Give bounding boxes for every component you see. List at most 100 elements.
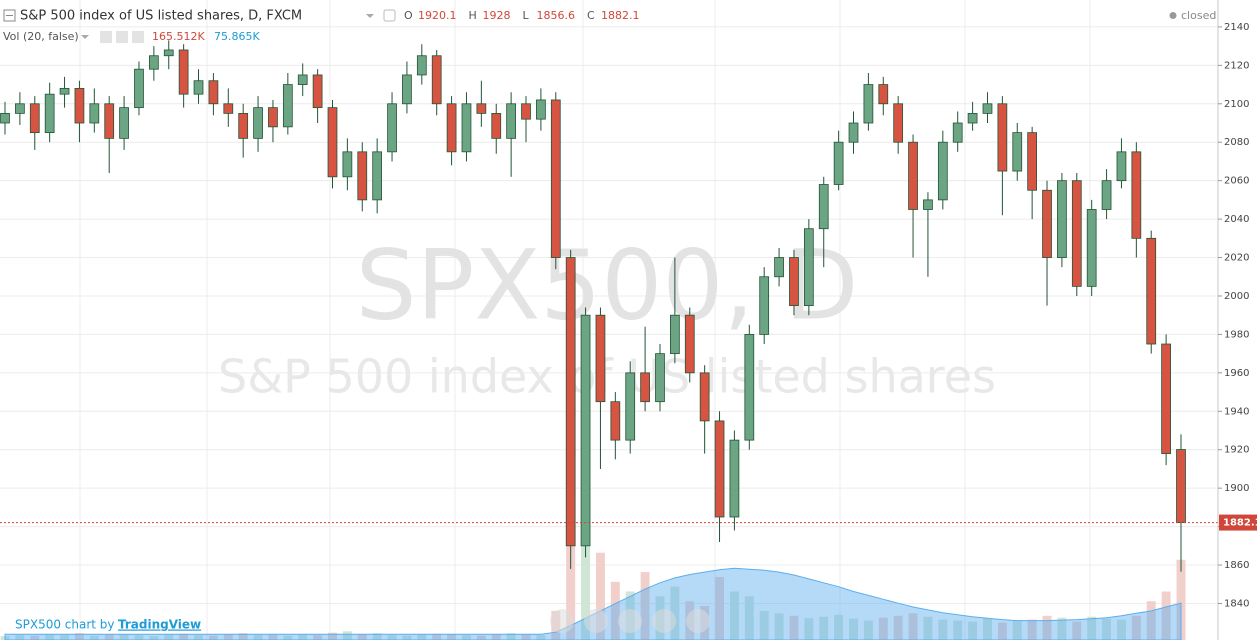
volume-bar — [610, 581, 620, 640]
y-tick-label: 2020 — [1224, 253, 1249, 264]
nav-reset[interactable] — [618, 609, 642, 633]
settings-icon[interactable] — [383, 9, 396, 22]
volume-bar — [1102, 618, 1112, 640]
volume-bar — [1116, 619, 1126, 640]
y-tick-label: 1960 — [1224, 368, 1249, 379]
last-price-box — [1219, 514, 1257, 531]
watermark-symbol: SPX500, D — [356, 229, 859, 341]
nav-right[interactable] — [686, 609, 710, 633]
volume-bar — [372, 633, 382, 640]
candle-body — [1057, 180, 1067, 258]
y-tick-label: 1860 — [1224, 560, 1249, 571]
candle-body — [416, 55, 427, 76]
y-tick-label: 1920 — [1224, 445, 1249, 456]
volume-bar — [1027, 619, 1037, 640]
volume-bar — [119, 634, 129, 640]
candle-body — [163, 49, 174, 57]
volume-bar — [45, 634, 55, 640]
candle-body — [759, 276, 770, 335]
volume-eye-icon[interactable] — [100, 31, 112, 43]
volume-bar — [208, 635, 218, 640]
volume-bar — [1131, 615, 1141, 640]
price-axis: 1840186018801900192019401960198020002020… — [1218, 22, 1257, 609]
candle-body — [1071, 180, 1082, 287]
volume-bar — [223, 634, 233, 640]
volume-ma-value: 75.865K — [214, 30, 260, 43]
volume-bar — [953, 620, 963, 640]
candle-body — [387, 103, 397, 153]
ohlc-letter: L — [523, 9, 530, 22]
candle-body — [863, 84, 874, 124]
candle-body — [982, 103, 993, 114]
nav-zoom-in[interactable] — [652, 609, 676, 633]
volume-bar — [402, 635, 412, 640]
y-tick-label: 1900 — [1224, 483, 1249, 494]
footer-text: SPX500 chart by — [15, 618, 115, 632]
volume-bar — [60, 635, 70, 640]
volume-bar — [268, 634, 278, 640]
candle-body — [833, 141, 844, 185]
candle-body — [536, 99, 546, 120]
candle-body — [952, 122, 963, 143]
candle-body — [59, 88, 70, 95]
candle-body — [342, 151, 353, 178]
y-tick-label: 2060 — [1224, 176, 1249, 187]
volume-dropdown[interactable] — [81, 35, 89, 39]
candle-body — [253, 107, 263, 139]
candle-body — [148, 55, 159, 70]
watermark-name: S&P 500 index of US listed shares — [218, 350, 996, 404]
candles — [0, 40, 1218, 572]
ohlc-value: 1928 — [483, 9, 511, 22]
candle-body — [744, 334, 755, 441]
collapse-icon[interactable] — [3, 9, 16, 22]
volume-bar — [834, 614, 844, 640]
volume-bar — [149, 636, 159, 640]
volume-bar — [729, 591, 739, 640]
candle-body — [89, 103, 100, 124]
ohlc-letter: C — [587, 9, 595, 22]
symbol-title: S&P 500 index of US listed shares, D, FX… — [20, 9, 302, 24]
dropdown-arrow[interactable] — [366, 14, 374, 18]
volume-bar — [804, 618, 814, 640]
nav-zoom-out[interactable] — [584, 609, 608, 633]
volume-bar — [342, 631, 352, 640]
grid — [0, 0, 1218, 640]
ohlc-value: 1856.6 — [537, 9, 576, 22]
candle-body — [193, 80, 204, 95]
volume-bar — [134, 635, 144, 640]
volume-close-icon[interactable] — [132, 31, 144, 43]
candle-body — [580, 314, 591, 547]
volume-bar — [1012, 620, 1022, 640]
nav-left[interactable] — [550, 609, 574, 633]
candle-body — [610, 401, 621, 441]
candle-body — [908, 141, 918, 210]
candle-body — [1116, 151, 1127, 182]
candle-body — [104, 103, 115, 139]
candle-body — [238, 112, 249, 139]
navigation-buttons — [550, 609, 710, 633]
volume-bar — [1087, 616, 1097, 640]
footer-link[interactable]: TradingView — [118, 618, 201, 632]
candle-body — [878, 84, 889, 105]
volume-bar — [476, 635, 486, 640]
volume-bar — [432, 633, 442, 640]
volume-bar — [283, 635, 293, 640]
candle-body — [684, 314, 695, 374]
candle-body — [431, 55, 442, 105]
volume-settings-icon[interactable] — [116, 31, 128, 43]
candle-body — [848, 122, 859, 143]
y-tick-label: 1980 — [1224, 329, 1249, 340]
volume-bar — [387, 635, 397, 640]
candle-body — [134, 68, 144, 109]
candle-body — [1146, 237, 1157, 345]
ohlc-letter: H — [469, 9, 477, 22]
candle-body — [803, 228, 814, 306]
candle-body — [1176, 449, 1186, 523]
volume-bar — [164, 634, 174, 640]
candle-body — [461, 103, 472, 153]
candle-body — [521, 103, 531, 120]
volume-bar — [908, 613, 918, 640]
volume-bar — [104, 634, 114, 640]
volume-bar — [789, 615, 799, 640]
candle-body — [937, 141, 948, 201]
